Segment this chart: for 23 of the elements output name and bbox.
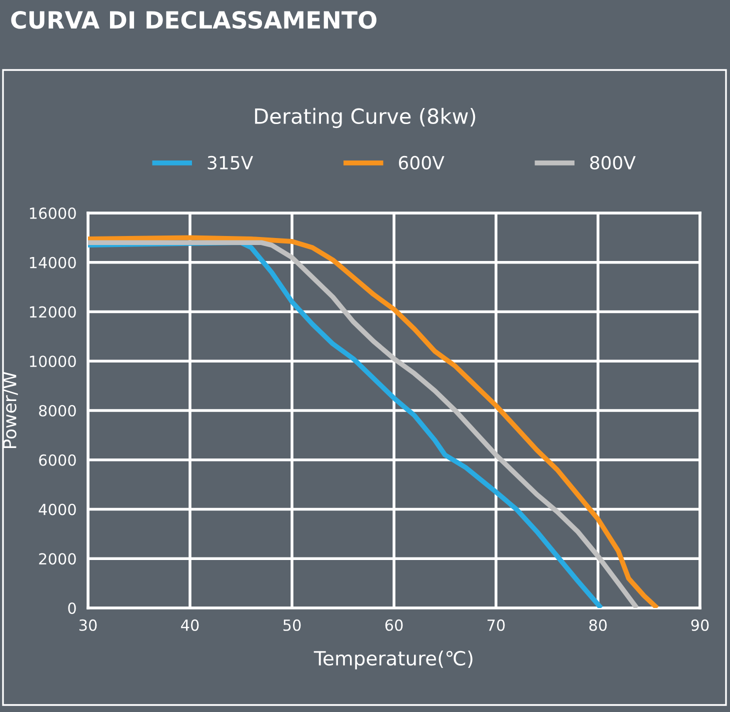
legend-label: 800V: [590, 156, 636, 170]
x-tick-label: 30: [79, 619, 97, 631]
y-tick-label: 14000: [30, 256, 76, 268]
x-tick-label: 50: [283, 619, 301, 631]
y-tick-label: 16000: [30, 207, 76, 220]
y-tick-label: 2000: [39, 553, 76, 565]
x-tick-label: 40: [181, 619, 199, 631]
y-tick-label: 4000: [38, 504, 76, 516]
x-tick-label: 70: [488, 619, 505, 631]
x-tick-label: 60: [385, 619, 403, 631]
y-tick-label: 6000: [39, 454, 76, 466]
y-tick-label: 0: [68, 602, 76, 614]
x-axis-title: Temperature(℃): [314, 650, 472, 670]
x-tick-label: 90: [691, 619, 709, 631]
x-tick-label: 80: [589, 619, 607, 631]
chart-title: Derating Curve (8kw): [255, 108, 476, 128]
y-tick-label: 10000: [30, 356, 76, 368]
legend-label: 315V: [208, 156, 254, 170]
y-tick-label: 8000: [39, 404, 76, 417]
legend-label: 600V: [398, 156, 444, 170]
y-axis-title: Power/W: [3, 372, 18, 448]
text: CURVA DI DECLASSAMENTO: [11, 10, 376, 29]
y-tick-label: 12000: [30, 306, 76, 318]
